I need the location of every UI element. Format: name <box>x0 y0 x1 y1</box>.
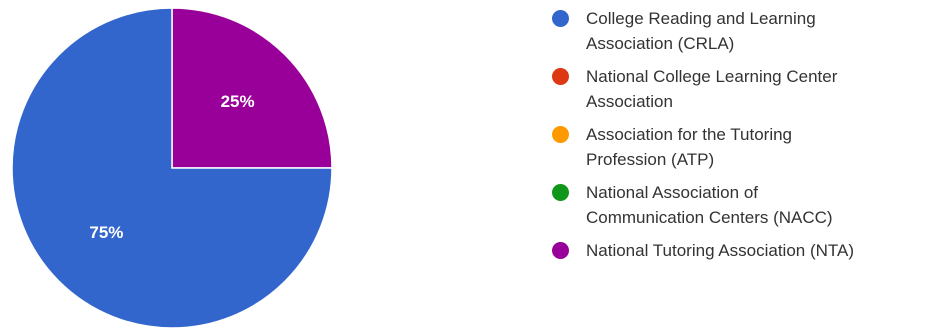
legend-swatch <box>552 68 569 85</box>
legend-label: National Association of <box>586 183 758 202</box>
legend-label: Communication Centers (NACC) <box>586 208 833 227</box>
legend-entry: College Reading and Learning Association … <box>548 6 931 56</box>
legend-label: Association (CRLA) <box>586 34 735 53</box>
legend-entry: Association for the Tutoring Profession (… <box>548 122 931 172</box>
legend-label: Association for the Tutoring <box>586 125 793 144</box>
pie-slice <box>171 7 333 169</box>
legend-swatch <box>552 184 569 201</box>
legend: College Reading and Learning Association … <box>548 6 931 271</box>
pie-slice <box>11 7 333 328</box>
legend-entry: National Association of Communication Cen… <box>548 180 931 230</box>
legend-entry: National Tutoring Association (NTA) <box>548 238 931 263</box>
legend-swatch <box>552 126 569 143</box>
legend-label: College Reading and Learning <box>586 9 816 28</box>
legend-label: Profession (ATP) <box>586 150 715 169</box>
legend-label: Association <box>586 92 673 111</box>
legend-swatch <box>552 242 569 259</box>
pie-chart: 25% 75% <box>11 7 333 328</box>
legend-swatch <box>552 10 569 27</box>
legend-label: National College Learning Center <box>586 67 838 86</box>
slice-percent-label: 75% <box>89 223 123 242</box>
legend-label: National Tutoring Association (NTA) <box>586 241 855 260</box>
slice-percent-label: 25% <box>221 92 255 111</box>
legend-entry: National College Learning Center Associat… <box>548 64 931 114</box>
